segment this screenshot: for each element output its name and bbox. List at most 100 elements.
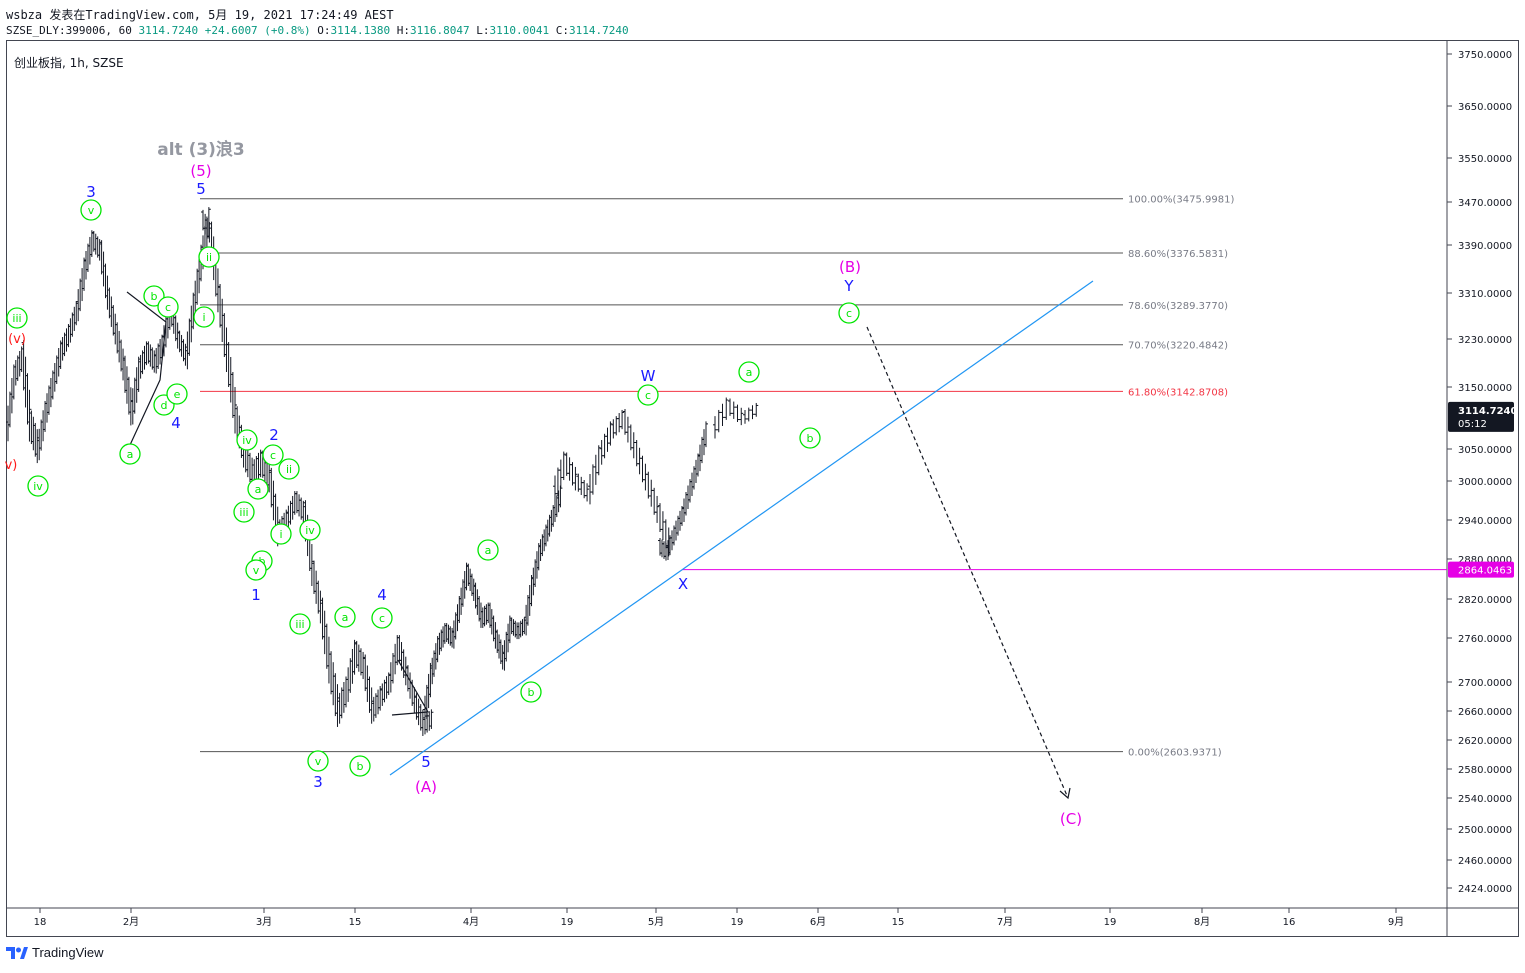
ohlc-bar [72,306,77,331]
trendline[interactable] [389,280,1094,776]
wave-label-circle: a [247,478,269,500]
ohlc-bar [39,419,44,451]
ohlc-bar [617,413,622,433]
projection-arrow[interactable] [866,326,1069,799]
ohlc-bar [326,636,331,684]
ohlc-bar [420,709,425,737]
wave-label-magenta: (C) [1060,810,1082,828]
fibonacci-retracement[interactable]: 100.00%(3475.9981) 88.60%(3376.5831) 78.60… [200,195,1234,759]
high-value: 3116.8047 [410,24,470,37]
ohlc-bar [608,421,613,446]
tradingview-logo[interactable]: TradingView [6,945,104,960]
x-tick-label: 3月 [256,916,272,928]
ohlc-bar [191,292,196,330]
ohlc-bar [380,683,385,706]
wave-label-blue: 4 [171,414,181,432]
chart-frame [6,40,1519,937]
fib-level-label: 78.60%(3289.3770) [1128,301,1228,312]
wave-label-blue: 3 [86,183,96,201]
ohlc-bar [222,313,227,357]
ohlc-bar [140,350,145,375]
ohlc-bar [637,447,642,475]
ohlc-bar [429,709,434,729]
ohlc-bar [60,336,65,361]
ohlc-bar [386,672,391,696]
ohlc-bar [318,590,323,624]
ohlc-bar [690,472,694,496]
wave-label-circle: i [193,306,215,328]
ohlc-bar [64,328,69,352]
low-value: 3110.0041 [489,24,550,37]
ohlc-bar [70,312,75,337]
x-tick-label: 7月 [997,916,1013,928]
ohlc-bar [247,452,252,482]
ohlc-bar [11,364,16,400]
ohlc-bar [301,500,306,523]
ohlc-bar [743,409,747,424]
ohlc-bar [658,503,662,533]
ohlc-bar [640,455,645,483]
y-tick-label: 2500.0000 [1458,825,1512,836]
ohlc-bar [179,334,184,357]
ohlc-bar [35,429,40,464]
wave-label-blue: X [678,575,688,593]
ohlc-bar [692,466,696,490]
x-tick-label: 6月 [810,916,826,928]
ohlc-bar [175,322,180,349]
x-tick-label: 4月 [463,916,479,928]
ohlc-bar [684,492,688,516]
wave-label-blue: W [641,367,656,385]
wave-label-blue: Y [843,277,854,295]
fib-level-label: 61.80%(3142.8708) [1128,387,1228,398]
ohlc-bar [376,689,381,715]
tradingview-icon [6,946,28,959]
ohlc-bar [62,332,67,357]
ohlc-bar [348,658,353,693]
ohlc-bar [84,251,88,280]
ohlc-bar [680,506,684,526]
fib-level-label: 0.00%(2603.9371) [1128,748,1222,759]
ohlc-bar [37,428,42,461]
ohlc-bar [335,684,340,727]
wave-label-blue: 2 [269,426,279,444]
ohlc-bar [68,318,73,343]
ohlc-bar [17,351,22,377]
ohlc-bar [324,623,329,669]
y-tick-label: 3050.0000 [1458,445,1512,456]
wedge-pattern[interactable] [391,659,429,716]
wave-label-circle: v [245,559,267,581]
ohlc-bar [686,485,690,509]
ohlc-bar [66,324,71,348]
ohlc-bar [150,347,155,370]
ohlc-bar [107,287,112,319]
ohlc-bar [339,687,344,719]
ohlc-bar [643,463,648,491]
close-label: C: [555,24,569,37]
wave-label-circle: iii [289,613,311,635]
ohlc-bar [78,278,83,312]
wave-label-circle: i [270,523,292,545]
ohlc-bar [99,240,104,275]
ohlc-bar [728,398,732,416]
ohlc-bar [702,429,706,456]
ohlc-bar [95,236,100,258]
ohlc-bar [109,296,114,327]
wave-label-circle: ii [278,458,300,480]
ohlc-bar [258,449,263,478]
ohlc-bar [354,640,359,669]
triangle-pattern[interactable] [126,291,167,446]
ohlc-bar [187,318,192,356]
x-axis[interactable]: 18 2月 3月 15 4月 19 5月 19 6月 15 7月 19 8月 16 9月 [34,908,1405,928]
ohlc-bar [352,639,357,675]
symbol-title: 创业板指, 1h, SZSE [14,56,124,70]
ohlc-bar [19,346,24,372]
ohlc-bar [320,597,325,640]
ohlc-bar [416,698,421,726]
ohlc-bar [634,440,639,467]
ohlc-bar [700,436,704,464]
wave-label-circle: iv [236,429,258,451]
ohlc-bar [371,696,376,722]
drawings[interactable] [126,280,1094,800]
y-axis[interactable]: 3750.0000 3650.0000 3550.0000 3470.0000 3390… [1447,50,1512,895]
